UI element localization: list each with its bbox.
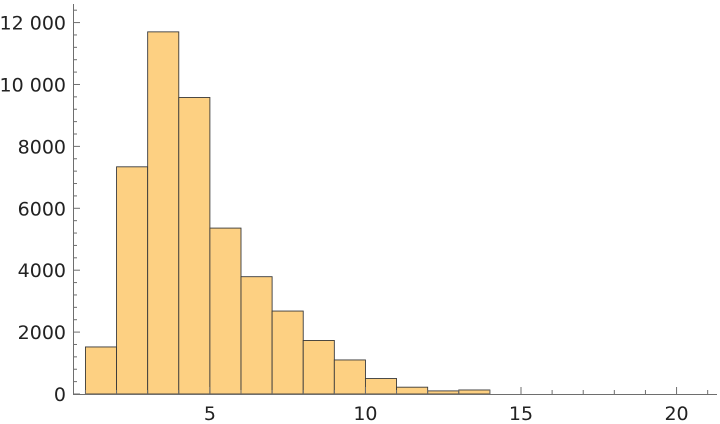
ticks-group: [73, 9, 709, 395]
histogram-bar: [84, 346, 118, 395]
y-tick-label: 6000: [18, 198, 66, 220]
histogram-bar: [116, 166, 149, 395]
y-tick-label: 12 000: [0, 13, 66, 35]
x-tick-label: 15: [509, 403, 533, 424]
y-tick-label: 8000: [18, 136, 66, 158]
histogram-bar: [271, 310, 304, 395]
y-tick-label: 0: [54, 384, 66, 406]
y-tick-label: 10 000: [0, 74, 66, 96]
histogram-bar: [178, 97, 211, 395]
histogram-bar: [396, 386, 429, 395]
histogram-bar: [364, 378, 398, 395]
histogram-bar: [333, 359, 366, 395]
histogram-bar: [427, 390, 460, 395]
y-tick-label: 2000: [18, 322, 66, 344]
bars-group: [84, 31, 491, 395]
x-tick-label: 20: [664, 403, 688, 424]
x-tick-label: 10: [353, 403, 377, 424]
histogram-bar: [240, 276, 273, 395]
histogram-bar: [147, 31, 180, 395]
histogram-bar: [458, 389, 491, 395]
histogram-bar: [302, 340, 335, 395]
histogram-bar: [209, 227, 242, 395]
y-tick-label: 4000: [18, 260, 66, 282]
axes-group: [73, 4, 717, 395]
x-tick-label: 5: [204, 403, 216, 424]
tick-labels-group: 5 10 15 20 0 2000 4000 6000 8000 10 000 12 000: [0, 13, 689, 424]
